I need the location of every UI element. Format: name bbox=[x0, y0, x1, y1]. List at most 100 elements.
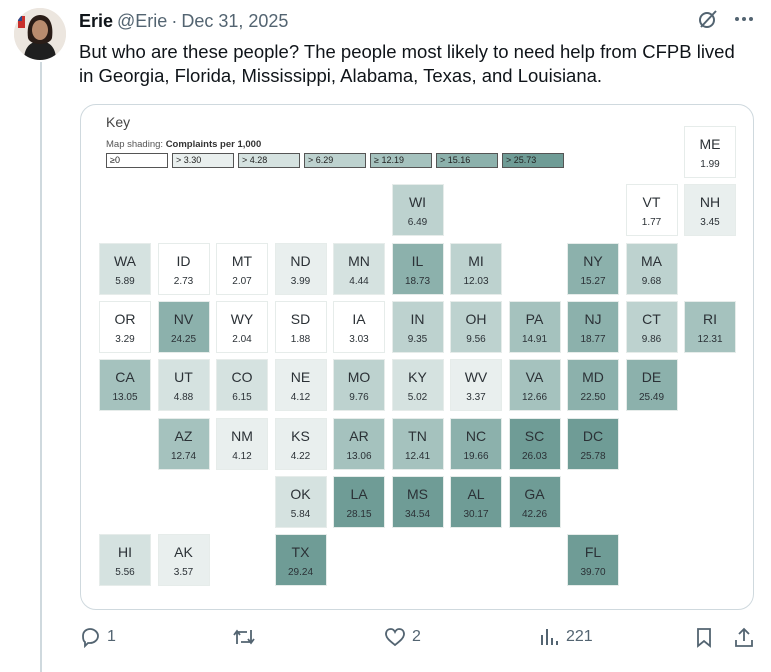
state-value: 13.05 bbox=[112, 392, 138, 404]
state-tile-ok: OK 5.84 bbox=[274, 475, 327, 528]
legend-item: ≥ 12.19 bbox=[370, 153, 432, 168]
post-text: But who are these people? The people mos… bbox=[79, 41, 735, 86]
state-tile-sd: SD 1.88 bbox=[274, 300, 327, 353]
state-abbr: UT bbox=[174, 369, 193, 386]
state-abbr: GA bbox=[524, 485, 545, 502]
state-tile-nh: NH 3.45 bbox=[684, 184, 736, 237]
state-tile-pa: PA 14.91 bbox=[508, 300, 561, 353]
state-value: 12.74 bbox=[170, 450, 197, 462]
post-header: Erie @Erie · Dec 31, 2025 bbox=[79, 8, 755, 35]
state-abbr: ND bbox=[290, 252, 311, 269]
state-value: 12.41 bbox=[404, 450, 431, 462]
reply-button[interactable]: 1 bbox=[79, 626, 116, 648]
state-abbr: AR bbox=[349, 427, 369, 444]
state-abbr: MO bbox=[347, 369, 371, 386]
state-value: 1.77 bbox=[641, 217, 662, 229]
author-name[interactable]: Erie bbox=[79, 10, 114, 31]
state-abbr: MN bbox=[348, 252, 370, 269]
state-tile-nc: NC 19.66 bbox=[450, 417, 502, 470]
state-value: 6.15 bbox=[232, 392, 252, 404]
state-value: 14.91 bbox=[521, 333, 548, 345]
state-abbr: DC bbox=[582, 427, 604, 444]
state-abbr: KY bbox=[408, 369, 427, 386]
thread-line bbox=[40, 62, 42, 672]
more-horizontal-icon[interactable] bbox=[733, 8, 755, 35]
state-value: 19.66 bbox=[463, 450, 489, 462]
state-value: 5.84 bbox=[290, 508, 311, 520]
state-abbr: MA bbox=[641, 252, 662, 269]
state-value: 25.78 bbox=[580, 450, 606, 462]
state-abbr: SD bbox=[290, 310, 311, 327]
action-bar: 1 2 221 bbox=[79, 626, 757, 652]
key-subtitle: Map shading: Complaints per 1,000 bbox=[106, 139, 261, 150]
retweet-button[interactable] bbox=[231, 626, 263, 648]
author-handle[interactable]: @Erie bbox=[117, 10, 168, 31]
state-abbr: AK bbox=[174, 544, 193, 561]
state-tile-ny: NY 15.27 bbox=[567, 242, 619, 295]
state-value: 26.03 bbox=[521, 450, 548, 462]
bookmark-button[interactable] bbox=[693, 626, 715, 648]
state-tile-sc: SC 26.03 bbox=[508, 417, 561, 470]
state-value: 3.99 bbox=[290, 275, 311, 287]
shading-label: Map shading: bbox=[106, 139, 164, 150]
state-tile-tn: TN 12.41 bbox=[391, 417, 444, 470]
state-value: 22.50 bbox=[580, 392, 606, 404]
slash-circle-icon[interactable] bbox=[697, 8, 719, 35]
state-value: 2.04 bbox=[232, 333, 252, 345]
reply-icon bbox=[82, 628, 99, 648]
state-tile-nv: NV 24.25 bbox=[157, 300, 210, 353]
state-tile-wa: WA 5.89 bbox=[99, 242, 151, 295]
state-tile-ak: AK 3.57 bbox=[157, 534, 210, 587]
state-value: 3.57 bbox=[173, 567, 194, 579]
state-tile-ma: MA 9.68 bbox=[625, 242, 678, 295]
state-value: 18.73 bbox=[404, 275, 431, 287]
state-value: 39.70 bbox=[580, 567, 606, 579]
like-button[interactable]: 2 bbox=[384, 626, 421, 648]
state-abbr: NE bbox=[290, 369, 311, 386]
state-abbr: WY bbox=[230, 310, 254, 327]
avatar[interactable] bbox=[14, 8, 66, 60]
state-abbr: CA bbox=[115, 369, 135, 386]
post-date[interactable]: Dec 31, 2025 bbox=[181, 10, 289, 31]
state-abbr: MS bbox=[407, 485, 428, 502]
state-value: 30.17 bbox=[463, 508, 489, 520]
state-value: 25.49 bbox=[638, 392, 665, 404]
state-abbr: NM bbox=[231, 427, 253, 444]
state-abbr: OK bbox=[290, 485, 311, 502]
state-abbr: NY bbox=[583, 252, 603, 269]
state-tile-ga: GA 42.26 bbox=[508, 475, 561, 528]
state-value: 6.49 bbox=[407, 217, 428, 229]
state-value: 18.77 bbox=[580, 333, 606, 345]
views-button[interactable]: 221 bbox=[538, 626, 593, 648]
state-value: 4.88 bbox=[173, 392, 194, 404]
state-abbr: WI bbox=[408, 194, 427, 211]
state-tile-or: OR 3.29 bbox=[99, 300, 151, 353]
state-tile-de: DE 25.49 bbox=[625, 359, 678, 412]
state-abbr: WV bbox=[464, 369, 488, 386]
share-button[interactable] bbox=[733, 626, 755, 648]
state-tile-id: ID 2.73 bbox=[157, 242, 210, 295]
state-abbr: SC bbox=[524, 427, 545, 444]
state-value: 2.73 bbox=[173, 275, 194, 287]
state-value: 5.02 bbox=[407, 392, 428, 404]
state-abbr: NV bbox=[173, 310, 194, 327]
legend-item: > 25.73 bbox=[502, 153, 564, 168]
state-abbr: NC bbox=[465, 427, 487, 444]
state-value: 9.86 bbox=[641, 333, 662, 345]
state-tile-la: LA 28.15 bbox=[333, 475, 385, 528]
state-abbr: AZ bbox=[174, 427, 193, 444]
state-abbr: NJ bbox=[584, 310, 602, 327]
legend-item: > 15.16 bbox=[436, 153, 498, 168]
state-abbr: IA bbox=[352, 310, 366, 327]
map-image-card[interactable]: Key Map shading: Complaints per 1,000 ≥0… bbox=[80, 104, 754, 610]
state-abbr: VA bbox=[525, 369, 544, 386]
state-tile-ut: UT 4.88 bbox=[157, 359, 210, 412]
state-tile-tx: TX 29.24 bbox=[274, 534, 327, 587]
state-abbr: MI bbox=[468, 252, 484, 269]
state-value: 34.54 bbox=[404, 508, 431, 520]
key-title: Key bbox=[106, 114, 131, 130]
state-value: 3.29 bbox=[115, 333, 135, 345]
state-tile-ia: IA 3.03 bbox=[333, 300, 385, 353]
state-tile-nd: ND 3.99 bbox=[274, 242, 327, 295]
state-value: 28.15 bbox=[346, 508, 372, 520]
